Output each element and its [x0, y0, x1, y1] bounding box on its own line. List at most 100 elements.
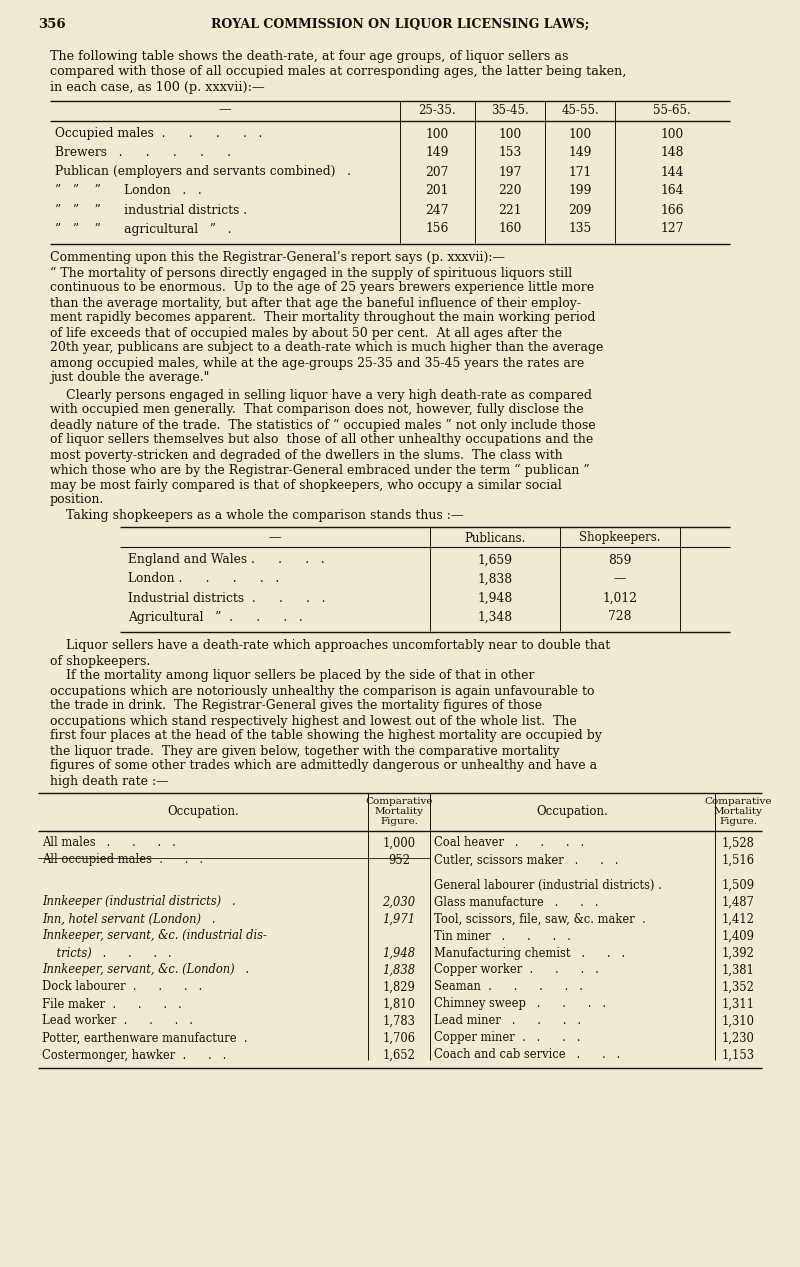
Text: 1,352: 1,352 [722, 981, 754, 993]
Text: 1,948: 1,948 [382, 946, 415, 959]
Text: 100: 100 [426, 128, 449, 141]
Text: 247: 247 [426, 204, 449, 217]
Text: Innkeeper, servant, &c. (London)   .: Innkeeper, servant, &c. (London) . [42, 963, 249, 977]
Text: 1,652: 1,652 [382, 1049, 415, 1062]
Text: 1,310: 1,310 [722, 1015, 754, 1028]
Text: Copper worker  .      .      .   .: Copper worker . . . . [434, 963, 599, 977]
Text: 1,000: 1,000 [382, 836, 415, 849]
Text: ROYAL COMMISSION ON LIQUOR LICENSING LAWS;: ROYAL COMMISSION ON LIQUOR LICENSING LAW… [211, 18, 589, 30]
Text: among occupied males, while at the age-groups 25-35 and 35-45 years the rates ar: among occupied males, while at the age-g… [50, 356, 584, 370]
Text: occupations which are notoriously unhealthy the comparison is again unfavourable: occupations which are notoriously unheal… [50, 684, 594, 698]
Text: 1,948: 1,948 [478, 592, 513, 604]
Text: 127: 127 [660, 223, 684, 236]
Text: Lead miner   .      .      .   .: Lead miner . . . . [434, 1015, 581, 1028]
Text: 207: 207 [426, 166, 449, 179]
Text: Publican (employers and servants combined)   .: Publican (employers and servants combine… [55, 166, 351, 179]
Text: All occupied males  .      .   .: All occupied males . . . [42, 854, 203, 867]
Text: Coal heaver   .      .      .   .: Coal heaver . . . . [434, 836, 584, 849]
Text: 149: 149 [426, 147, 449, 160]
Text: 356: 356 [38, 18, 66, 30]
Text: Mortality: Mortality [374, 807, 423, 816]
Text: 1,783: 1,783 [382, 1015, 415, 1028]
Text: Tin miner   .      .      .   .: Tin miner . . . . [434, 930, 571, 943]
Text: Liquor sellers have a death-rate which approaches uncomfortably near to double t: Liquor sellers have a death-rate which a… [50, 640, 610, 653]
Text: “ The mortality of persons directly engaged in the supply of spirituous liquors : “ The mortality of persons directly enga… [50, 266, 572, 280]
Text: 1,392: 1,392 [722, 946, 754, 959]
Text: Innkeeper, servant, &c. (industrial dis-: Innkeeper, servant, &c. (industrial dis- [42, 930, 267, 943]
Text: Seaman  .      .      .      .   .: Seaman . . . . . [434, 981, 583, 993]
Text: continuous to be enormous.  Up to the age of 25 years brewers experience little : continuous to be enormous. Up to the age… [50, 281, 594, 294]
Text: 1,412: 1,412 [722, 912, 754, 925]
Text: Glass manufacture   .      .   .: Glass manufacture . . . [434, 896, 598, 908]
Text: which those who are by the Registrar-General embraced under the term “ publican : which those who are by the Registrar-Gen… [50, 464, 590, 476]
Text: 1,409: 1,409 [722, 930, 754, 943]
Text: ”   ”    ”      London   .   .: ” ” ” London . . [55, 185, 202, 198]
Text: Taking shopkeepers as a whole the comparison stands thus :—: Taking shopkeepers as a whole the compar… [50, 508, 463, 522]
Text: —: — [218, 104, 231, 117]
Text: File maker  .      .      .   .: File maker . . . . [42, 997, 182, 1011]
Text: Occupied males  .      .      .      .   .: Occupied males . . . . . [55, 128, 262, 141]
Text: 1,971: 1,971 [382, 912, 415, 925]
Text: figures of some other trades which are admittedly dangerous or unhealthy and hav: figures of some other trades which are a… [50, 759, 597, 773]
Text: 164: 164 [660, 185, 684, 198]
Text: 166: 166 [660, 204, 684, 217]
Text: 1,838: 1,838 [478, 573, 513, 585]
Text: 1,348: 1,348 [478, 611, 513, 623]
Text: ”   ”    ”      industrial districts .: ” ” ” industrial districts . [55, 204, 247, 217]
Text: 1,311: 1,311 [722, 997, 754, 1011]
Text: 209: 209 [568, 204, 592, 217]
Text: If the mortality among liquor sellers be placed by the side of that in other: If the mortality among liquor sellers be… [50, 669, 534, 683]
Text: Clearly persons engaged in selling liquor have a very high death-rate as compare: Clearly persons engaged in selling liquo… [50, 389, 592, 402]
Text: ”   ”    ”      agricultural   ”   .: ” ” ” agricultural ” . [55, 223, 231, 236]
Text: Innkeeper (industrial districts)   .: Innkeeper (industrial districts) . [42, 896, 236, 908]
Text: tricts)   .      .      .   .: tricts) . . . . [42, 946, 171, 959]
Text: 1,810: 1,810 [382, 997, 415, 1011]
Text: 35-45.: 35-45. [491, 104, 529, 117]
Text: Costermonger, hawker  .      .   .: Costermonger, hawker . . . [42, 1049, 226, 1062]
Text: Industrial districts  .      .      .   .: Industrial districts . . . . [128, 592, 326, 604]
Text: 221: 221 [498, 204, 522, 217]
Text: 2,030: 2,030 [382, 896, 415, 908]
Text: 153: 153 [498, 147, 522, 160]
Text: Dock labourer  .      .      .   .: Dock labourer . . . . [42, 981, 202, 993]
Text: may be most fairly compared is that of shopkeepers, who occupy a similar social: may be most fairly compared is that of s… [50, 479, 562, 492]
Text: 952: 952 [388, 854, 410, 867]
Text: 1,153: 1,153 [722, 1049, 754, 1062]
Text: Occupation.: Occupation. [536, 806, 608, 818]
Text: 1,487: 1,487 [722, 896, 754, 908]
Text: Shopkeepers.: Shopkeepers. [579, 531, 661, 545]
Text: 199: 199 [568, 185, 592, 198]
Text: position.: position. [50, 494, 104, 507]
Text: Cutler, scissors maker   .      .   .: Cutler, scissors maker . . . [434, 854, 618, 867]
Text: of life exceeds that of occupied males by about 50 per cent.  At all ages after : of life exceeds that of occupied males b… [50, 327, 562, 340]
Text: —: — [614, 573, 626, 585]
Text: the trade in drink.  The Registrar-General gives the mortality figures of those: the trade in drink. The Registrar-Genera… [50, 699, 542, 712]
Text: The following table shows the death-rate, at four age groups, of liquor sellers : The following table shows the death-rate… [50, 49, 569, 63]
Text: Copper miner  .   .      .   .: Copper miner . . . . [434, 1031, 581, 1044]
Text: just double the average.": just double the average." [50, 371, 210, 384]
Text: Comparative: Comparative [366, 797, 433, 807]
Text: 100: 100 [498, 128, 522, 141]
Text: occupations which stand respectively highest and lowest out of the whole list.  : occupations which stand respectively hig… [50, 715, 577, 727]
Text: Manufacturing chemist   .      .   .: Manufacturing chemist . . . [434, 946, 626, 959]
Text: 45-55.: 45-55. [561, 104, 599, 117]
Text: Comparative: Comparative [704, 797, 772, 807]
Text: 1,012: 1,012 [602, 592, 638, 604]
Text: 1,829: 1,829 [382, 981, 415, 993]
Text: All males   .      .      .   .: All males . . . . [42, 836, 176, 849]
Text: 859: 859 [608, 554, 632, 566]
Text: London .      .      .      .   .: London . . . . . [128, 573, 279, 585]
Text: Tool, scissors, file, saw, &c. maker  .: Tool, scissors, file, saw, &c. maker . [434, 912, 646, 925]
Text: 100: 100 [660, 128, 684, 141]
Text: General labourer (industrial districts) .: General labourer (industrial districts) … [434, 878, 662, 892]
Text: 220: 220 [498, 185, 522, 198]
Text: 1,659: 1,659 [478, 554, 513, 566]
Text: Occupation.: Occupation. [167, 806, 239, 818]
Text: Lead worker  .      .      .   .: Lead worker . . . . [42, 1015, 193, 1028]
Text: 1,516: 1,516 [722, 854, 754, 867]
Text: high death rate :—: high death rate :— [50, 774, 169, 788]
Text: 135: 135 [568, 223, 592, 236]
Text: the liquor trade.  They are given below, together with the comparative mortality: the liquor trade. They are given below, … [50, 745, 560, 758]
Text: 1,528: 1,528 [722, 836, 754, 849]
Text: 1,838: 1,838 [382, 963, 415, 977]
